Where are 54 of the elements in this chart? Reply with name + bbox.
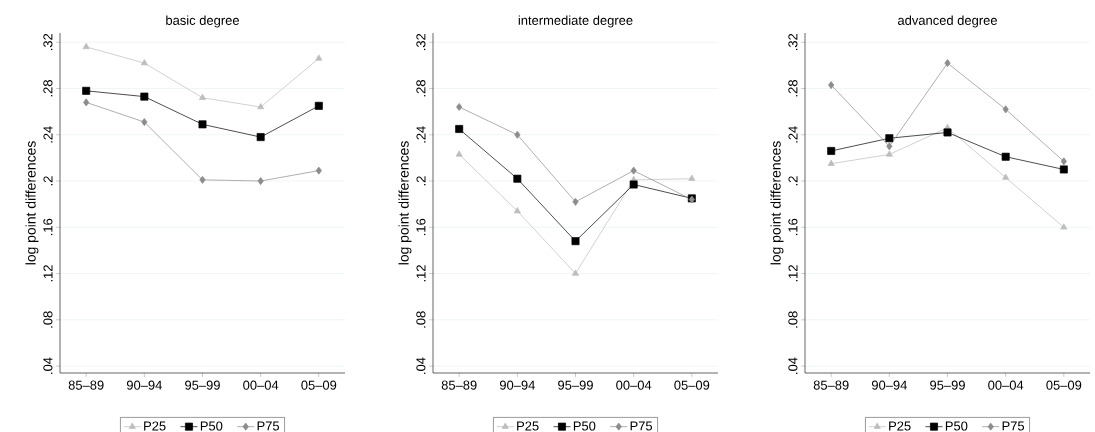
x-tick-label: 90–94 — [871, 380, 907, 390]
y-tick-label: .2 — [416, 176, 426, 186]
chart-title: advanced degree — [898, 15, 997, 28]
x-tick-label: 85–89 — [813, 380, 849, 390]
y-axis-title: log point differences — [770, 141, 784, 265]
y-tick-label: .08 — [416, 311, 426, 328]
x-tick-label: 05–09 — [674, 380, 710, 390]
y-tick-label: .08 — [788, 311, 798, 328]
legend-label: P25 — [144, 421, 166, 431]
y-axis-title: log point differences — [398, 141, 412, 265]
legend-label: P75 — [1002, 421, 1025, 431]
legend-label: P25 — [889, 421, 911, 431]
y-tick-label: .12 — [416, 265, 426, 282]
x-tick-label: 85–89 — [441, 380, 477, 390]
y-tick-label: .04 — [416, 357, 426, 374]
legend-label: P75 — [257, 421, 280, 431]
x-tick-label: 95–99 — [930, 380, 965, 390]
y-tick-label: .16 — [416, 218, 426, 236]
chart-title: intermediate degree — [518, 15, 633, 28]
y-tick-label: .04 — [43, 357, 53, 374]
x-tick-label: 00–04 — [616, 380, 652, 390]
x-tick-label: 05–09 — [1046, 380, 1082, 390]
legend-label: P25 — [517, 421, 539, 431]
x-tick-label: 95–99 — [558, 380, 593, 390]
y-tick-label: .28 — [416, 80, 426, 97]
x-tick-label: 85–89 — [68, 380, 104, 390]
x-tick-label: 00–04 — [988, 380, 1024, 390]
y-tick-label: .12 — [43, 265, 53, 282]
y-tick-label: .32 — [43, 33, 53, 51]
legend-label: P50 — [945, 421, 968, 431]
x-tick-label: 00–04 — [243, 380, 279, 390]
y-tick-label: .2 — [43, 176, 53, 186]
y-tick-label: .2 — [788, 176, 798, 186]
legend-label: P50 — [200, 421, 223, 431]
y-tick-label: .28 — [788, 80, 798, 97]
chart-title: basic degree — [166, 15, 239, 28]
x-tick-label: 90–94 — [126, 380, 162, 390]
legend-label: P50 — [573, 421, 596, 431]
y-tick-label: .16 — [788, 218, 798, 236]
y-tick-label: .12 — [788, 265, 798, 282]
x-tick-label: 05–09 — [301, 380, 337, 390]
y-tick-label: .24 — [788, 126, 798, 143]
y-tick-label: .08 — [43, 311, 53, 328]
y-tick-label: .24 — [416, 126, 426, 143]
legend-label: P75 — [630, 421, 653, 431]
y-tick-label: .04 — [788, 357, 798, 374]
x-tick-label: 90–94 — [499, 380, 535, 390]
x-tick-label: 95–99 — [185, 380, 220, 390]
y-tick-label: .16 — [43, 218, 53, 236]
y-tick-label: .32 — [788, 33, 798, 51]
y-tick-label: .32 — [416, 33, 426, 51]
y-tick-label: .24 — [43, 126, 53, 143]
y-axis-title: log point differences — [25, 141, 39, 265]
y-tick-label: .28 — [43, 80, 53, 97]
